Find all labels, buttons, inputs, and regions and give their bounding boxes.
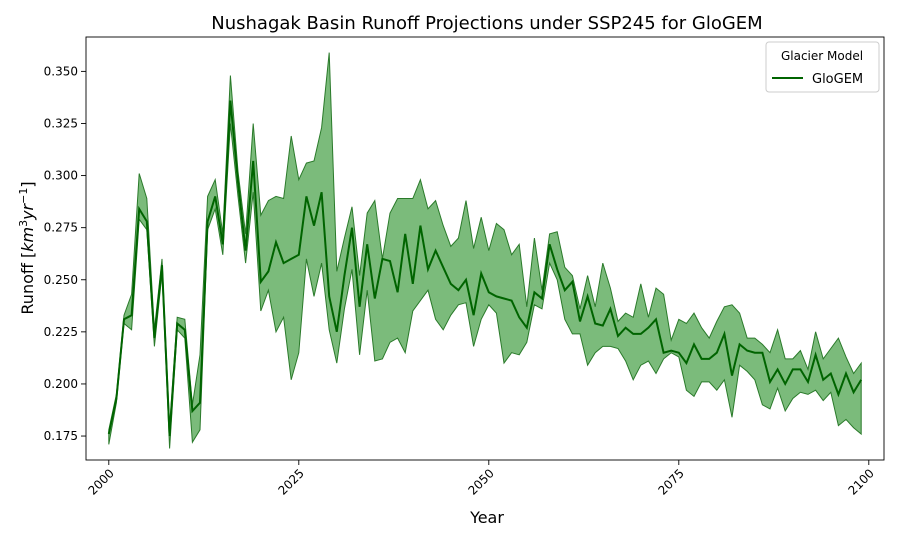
x-tick-label: 2025 <box>275 466 306 497</box>
y-axis: 0.175 0.200 0.225 0.250 0.275 0.300 0.325 0.350 <box>44 64 86 443</box>
runoff-mean-line <box>107 100 863 437</box>
y-label-part-1: Runoff [ <box>18 252 37 315</box>
y-label-part-3: 3 <box>17 220 30 227</box>
y-tick-label: 0.175 <box>44 429 78 443</box>
legend-title: Glacier Model <box>781 49 863 63</box>
y-tick-label: 0.225 <box>44 325 78 339</box>
y-tick-label: 0.350 <box>44 64 78 78</box>
y-label-part-2: km <box>18 227 37 252</box>
y-tick-label: 0.275 <box>44 221 78 235</box>
y-tick-label: 0.200 <box>44 377 78 391</box>
x-tick-label: 2050 <box>465 466 496 497</box>
x-tick-label: 2100 <box>845 466 876 497</box>
y-tick-label: 0.250 <box>44 273 78 287</box>
y-label-part-6: ] <box>18 181 37 187</box>
plot-area <box>107 52 863 449</box>
legend-box <box>765 41 880 93</box>
y-label-part-5: −1 <box>17 188 30 204</box>
x-axis-label: Year <box>469 508 504 527</box>
legend-entry-glogem: GloGEM <box>812 72 863 87</box>
x-tick-label: 2075 <box>655 466 686 497</box>
y-tick-label: 0.300 <box>44 169 78 183</box>
y-label-part-4: yr <box>18 202 37 220</box>
runoff-range-band <box>108 52 862 449</box>
legend: Glacier Model GloGEM <box>765 41 880 93</box>
y-axis-label: Runoff [km3yr−1] <box>17 181 37 314</box>
x-tick-label: 2000 <box>85 466 116 497</box>
x-axis: 2000 2025 2050 2075 2100 <box>85 460 877 498</box>
chart-title: Nushagak Basin Runoff Projections under … <box>211 13 762 34</box>
plot-frame <box>85 36 885 461</box>
y-tick-label: 0.325 <box>44 116 78 130</box>
